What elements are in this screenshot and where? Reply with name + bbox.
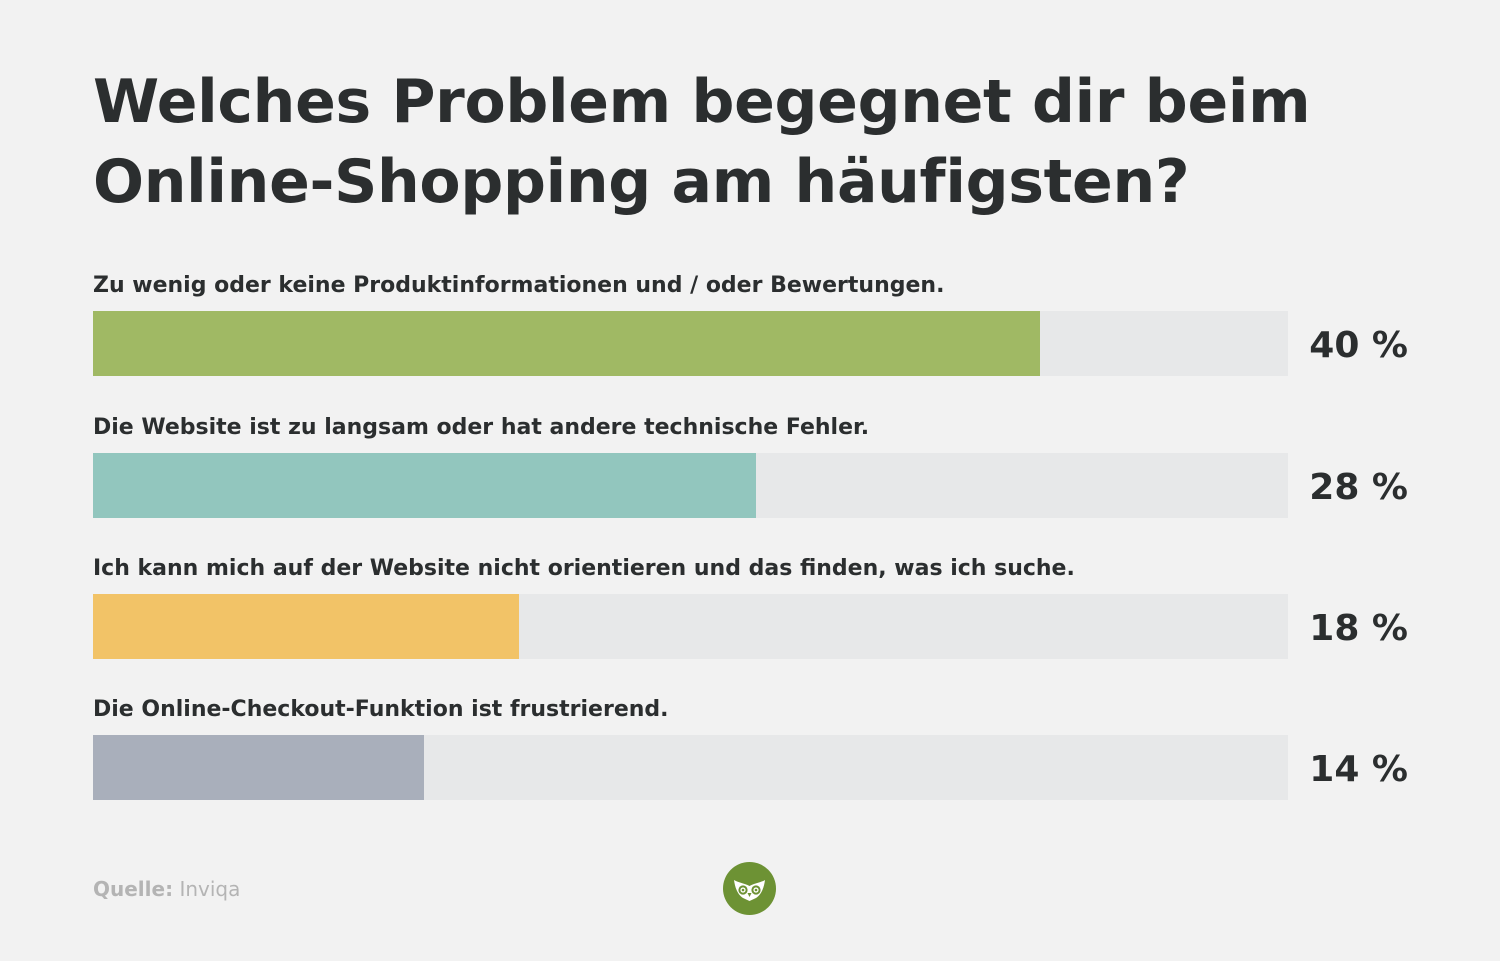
bar-label: Die Online-Checkout-Funktion ist frustri…: [93, 697, 669, 722]
bar-value-label: 14 %: [1309, 749, 1408, 790]
bar-value-label: 18 %: [1309, 608, 1408, 649]
bar-value-label: 40 %: [1309, 325, 1408, 366]
bar-row: Die Website ist zu langsam oder hat ande…: [0, 412, 1500, 532]
owl-icon: [723, 862, 776, 915]
source-note: Quelle: Inviqa: [93, 875, 240, 903]
bar-fill: [93, 311, 1040, 376]
bar-row: Zu wenig oder keine Produktinformationen…: [0, 270, 1500, 390]
bar-row: Die Online-Checkout-Funktion ist frustri…: [0, 694, 1500, 814]
source-label: Quelle:: [93, 877, 174, 901]
bar-fill: [93, 594, 519, 659]
bar-track: [93, 735, 1288, 800]
bar-track: [93, 311, 1288, 376]
bar-label: Zu wenig oder keine Produktinformationen…: [93, 273, 945, 298]
bar-label: Die Website ist zu langsam oder hat ande…: [93, 415, 870, 440]
bar-row: Ich kann mich auf der Website nicht orie…: [0, 553, 1500, 673]
chart-title: Welches Problem begegnet dir beim Online…: [93, 67, 1311, 217]
bar-fill: [93, 453, 756, 518]
source-value: Inviqa: [179, 877, 241, 901]
bar-label: Ich kann mich auf der Website nicht orie…: [93, 556, 1075, 581]
bar-fill: [93, 735, 424, 800]
bar-track: [93, 594, 1288, 659]
bar-value-label: 28 %: [1309, 467, 1408, 508]
bar-track: [93, 453, 1288, 518]
